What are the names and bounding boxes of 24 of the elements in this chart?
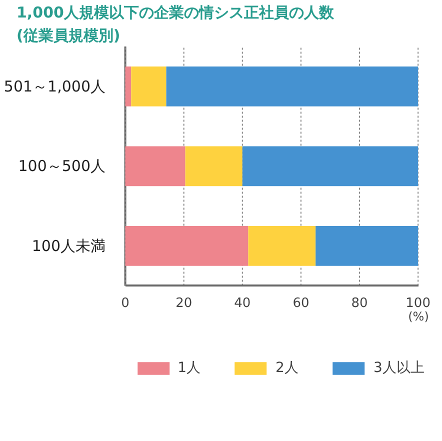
bar [185, 146, 242, 186]
bar [248, 226, 316, 266]
legend-label: 2人 [276, 359, 298, 377]
legend-label: 3人以上 [373, 359, 424, 377]
x-tick-label: 100 [406, 296, 430, 311]
bar [125, 226, 248, 266]
x-tick-label: 40 [234, 296, 251, 311]
x-axis-title: (%) [408, 310, 429, 324]
bar [316, 226, 418, 266]
bar [125, 146, 186, 186]
chart-title: 1,000人規模以下の企業の情シス正社員の人数 [16, 4, 335, 22]
y-tick-label: 100人未満 [32, 236, 106, 255]
bar [166, 66, 418, 106]
x-tick-label: 20 [176, 296, 192, 311]
y-tick-label: 100～500人 [18, 157, 106, 176]
x-tick-label: 60 [292, 296, 310, 311]
y-tick-label: 501～1,000人 [4, 77, 106, 96]
x-tick-label: 80 [351, 296, 368, 311]
chart-subtitle: (従業員規模別) [16, 26, 120, 44]
legend-label: 1人 [178, 359, 201, 377]
bar [125, 66, 132, 106]
bar [242, 146, 418, 186]
bar [131, 66, 166, 106]
x-tick-label: 0 [121, 296, 130, 311]
